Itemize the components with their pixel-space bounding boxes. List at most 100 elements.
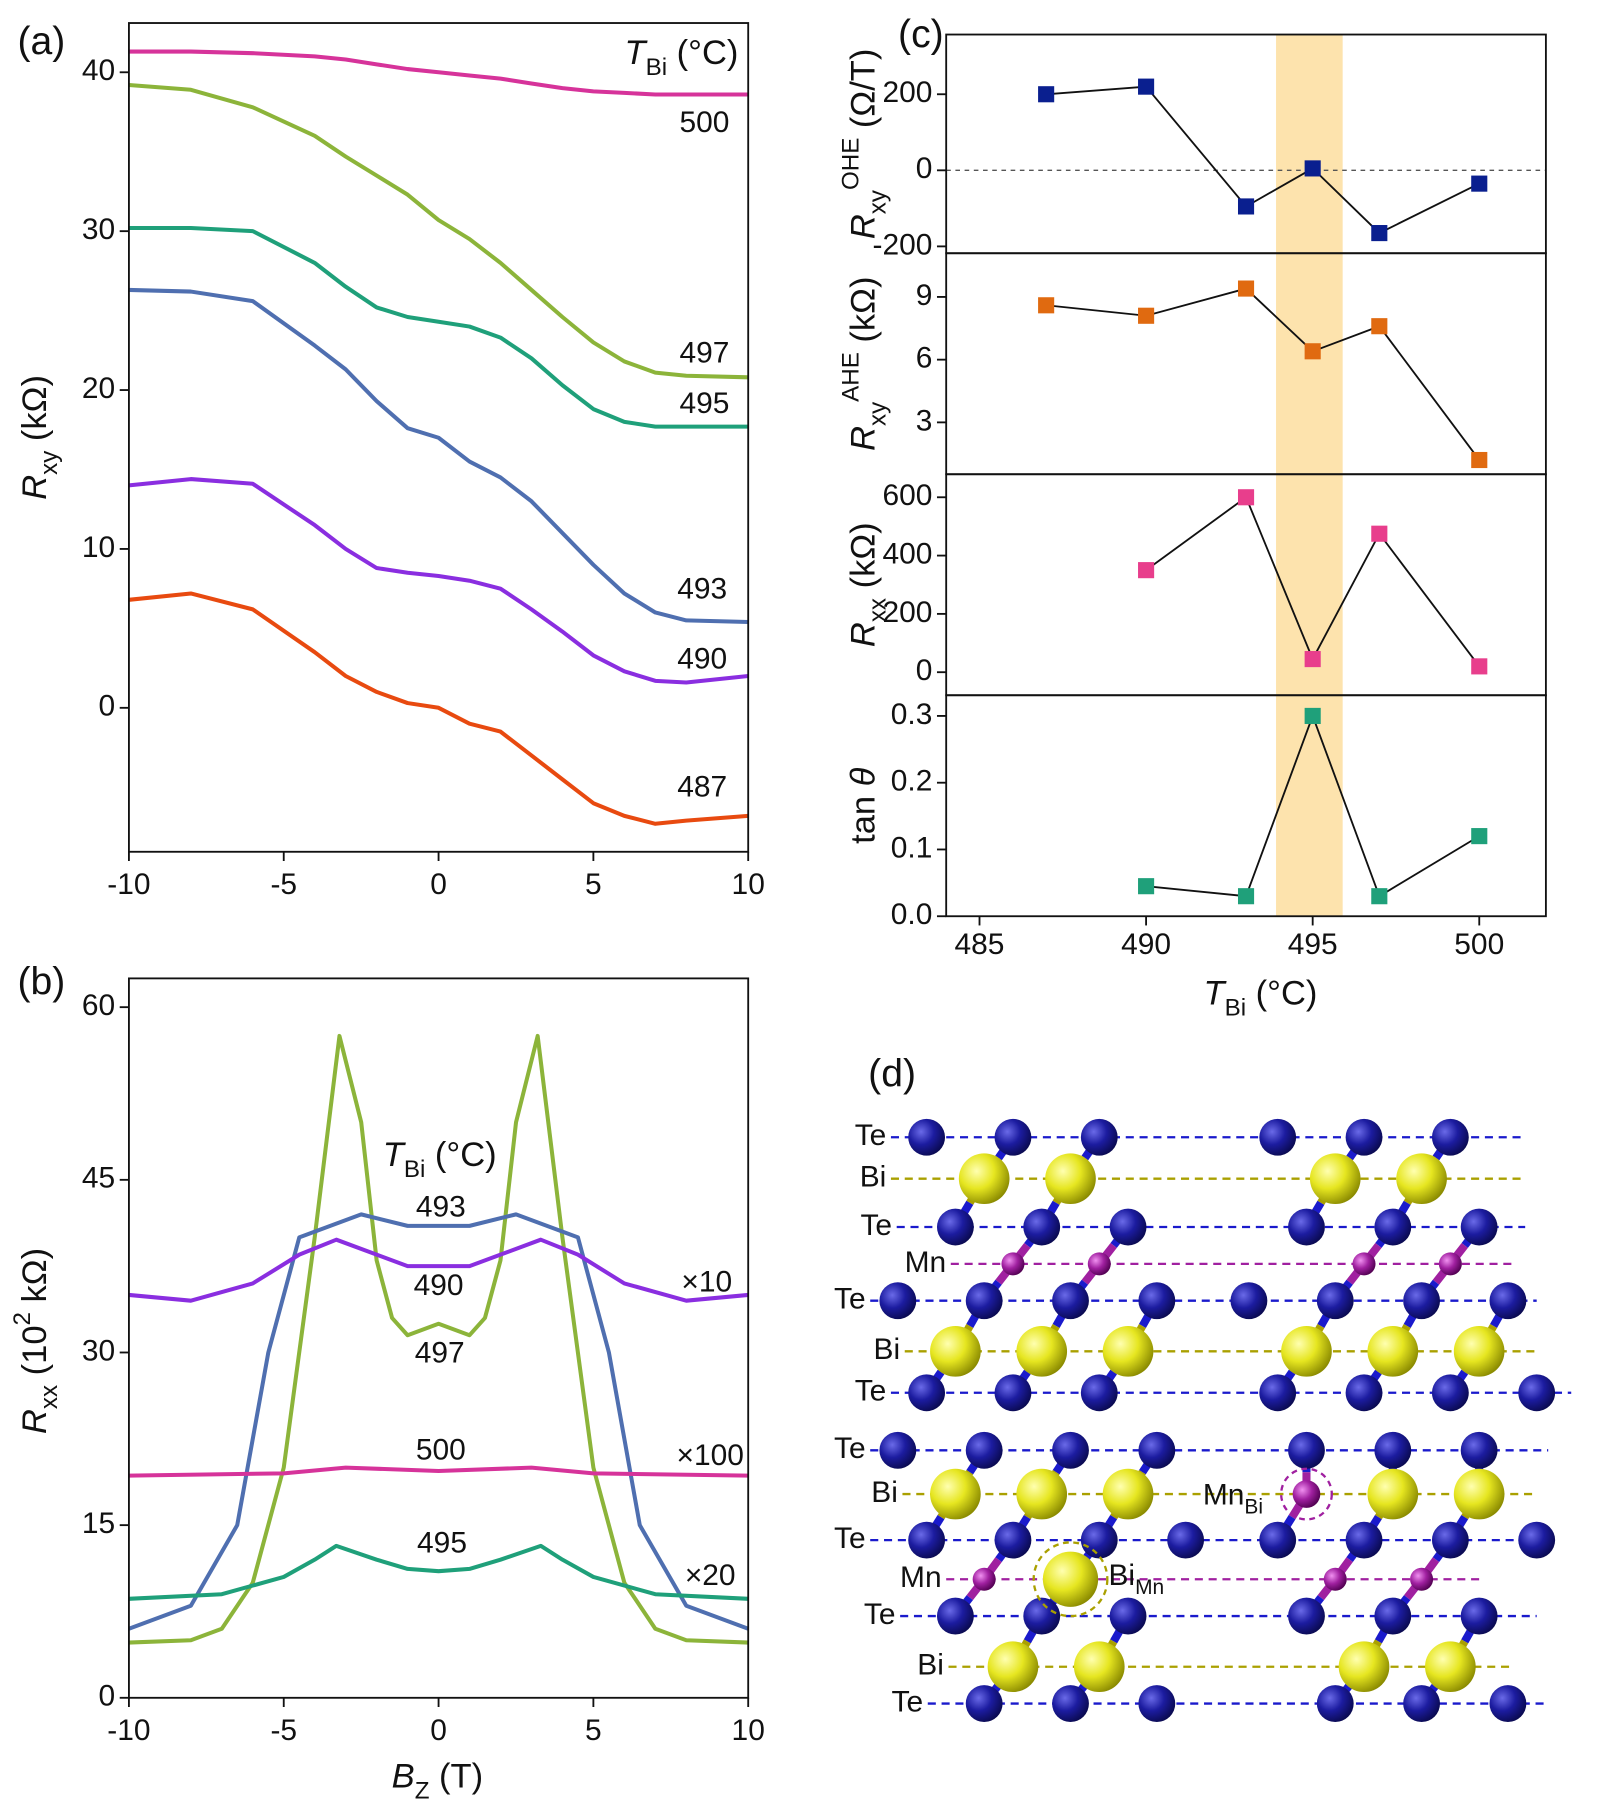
atom <box>1292 1480 1321 1508</box>
atom <box>879 1431 917 1469</box>
atom <box>1374 1208 1412 1246</box>
y-tick-label: -200 <box>873 228 933 261</box>
marker <box>1304 343 1321 360</box>
atom <box>1023 1597 1061 1635</box>
legend-title-part: (°C) <box>667 34 738 72</box>
y-axis-label-part: xy <box>865 401 892 426</box>
legend-title-part: T <box>383 1136 407 1174</box>
atom <box>1001 1252 1025 1276</box>
atom <box>1138 1282 1176 1320</box>
atom <box>1102 1468 1154 1520</box>
y-tick-label: 9 <box>916 279 933 312</box>
legend-title-part: Bi <box>404 1156 425 1183</box>
y-axis-label: RxyAHE (kΩ) <box>838 277 892 451</box>
x-tick-label: -10 <box>107 1714 150 1747</box>
x-tick-label: 500 <box>1454 928 1504 961</box>
series-line <box>128 1033 749 1645</box>
x-tick-label: -10 <box>107 868 150 901</box>
marker <box>1237 280 1255 297</box>
marker <box>1038 86 1055 103</box>
layer-label: Te <box>834 1522 866 1555</box>
series-label: 493 <box>416 1191 466 1224</box>
plot-frame <box>128 22 750 853</box>
marker <box>1471 451 1488 469</box>
series-line <box>128 1237 749 1303</box>
y-tick-label: 15 <box>82 1507 115 1540</box>
atom <box>1374 1431 1412 1469</box>
y-tick-label: 60 <box>82 989 115 1022</box>
x-tick-label: 5 <box>585 1714 602 1747</box>
y-axis-label-part: (10 <box>16 1325 54 1384</box>
legend-title-part: Bi <box>646 54 667 81</box>
series-line <box>1046 85 1480 235</box>
series-label: 497 <box>680 336 730 369</box>
legend-title: TBi (°C) <box>624 34 738 81</box>
series-line <box>128 477 749 685</box>
atom <box>1288 1597 1325 1635</box>
marker <box>1038 297 1055 314</box>
y-tick-label: 200 <box>882 76 932 109</box>
plot-frame <box>945 473 1547 697</box>
series-label: 497 <box>415 1337 465 1370</box>
series-annotation: ×100 <box>677 1439 744 1472</box>
marker <box>1304 707 1321 724</box>
layer-label: Bi <box>874 1333 901 1366</box>
atom <box>1460 1597 1498 1635</box>
atom <box>1410 1567 1434 1591</box>
y-axis-label-part: R <box>845 426 883 451</box>
atom <box>1045 1153 1096 1204</box>
marker <box>1138 78 1155 95</box>
atom <box>1453 1326 1505 1377</box>
atom <box>1345 1521 1383 1559</box>
defect-label: MnBi <box>1203 1478 1263 1518</box>
y-tick-label: 0 <box>916 152 933 185</box>
atom <box>1489 1282 1527 1320</box>
y-tick-label: 0.3 <box>891 698 933 731</box>
y-axis-label-part: θ <box>845 767 883 786</box>
layer-label: Te <box>864 1598 896 1631</box>
atom <box>1323 1567 1347 1591</box>
x-tick-label: 495 <box>1288 928 1338 961</box>
y-axis-label-part: (kΩ) <box>845 277 883 353</box>
atom <box>1460 1431 1498 1469</box>
atom <box>965 1685 1003 1722</box>
defect-label-part: Mn <box>1135 1576 1164 1599</box>
y-axis-label-part: xy <box>865 189 892 214</box>
legend-title-part: (°C) <box>425 1136 496 1174</box>
atom <box>1281 1326 1332 1377</box>
atom <box>1052 1431 1089 1469</box>
y-tick-label: 0 <box>98 690 115 723</box>
x-axis-label-part: (T) <box>429 1758 483 1796</box>
atom <box>930 1468 981 1520</box>
y-tick-label: 600 <box>882 479 932 512</box>
x-axis-label-part: Bi <box>1225 995 1246 1022</box>
layer-label: Te <box>860 1209 892 1242</box>
y-tick-label: 30 <box>82 1334 115 1367</box>
y-axis-label-part: R <box>845 214 883 239</box>
marker <box>1471 828 1488 845</box>
y-axis-label: Rxx (kΩ) <box>845 522 892 647</box>
marker <box>1304 651 1321 668</box>
atom <box>1431 1521 1469 1559</box>
y-axis-label-part: OHE <box>838 138 865 190</box>
series-line <box>128 226 749 429</box>
defect-label-part: Bi <box>1244 1495 1263 1518</box>
series-line <box>128 82 749 380</box>
layer-label: Bi <box>860 1161 887 1194</box>
atom <box>1080 1118 1118 1156</box>
marker <box>1371 225 1388 242</box>
series-label: 490 <box>414 1269 464 1302</box>
panel-label: (b) <box>18 960 66 1003</box>
layer-label: Te <box>855 1375 887 1408</box>
atom <box>1518 1521 1556 1559</box>
series-line <box>128 591 749 826</box>
atom <box>1403 1282 1440 1320</box>
legend-title: TBi (°C) <box>383 1136 497 1183</box>
atom <box>1259 1521 1297 1559</box>
marker <box>1371 525 1388 542</box>
atom <box>1316 1282 1354 1320</box>
atom <box>1109 1597 1147 1635</box>
atom <box>1138 1685 1176 1722</box>
series-line <box>1046 287 1480 461</box>
